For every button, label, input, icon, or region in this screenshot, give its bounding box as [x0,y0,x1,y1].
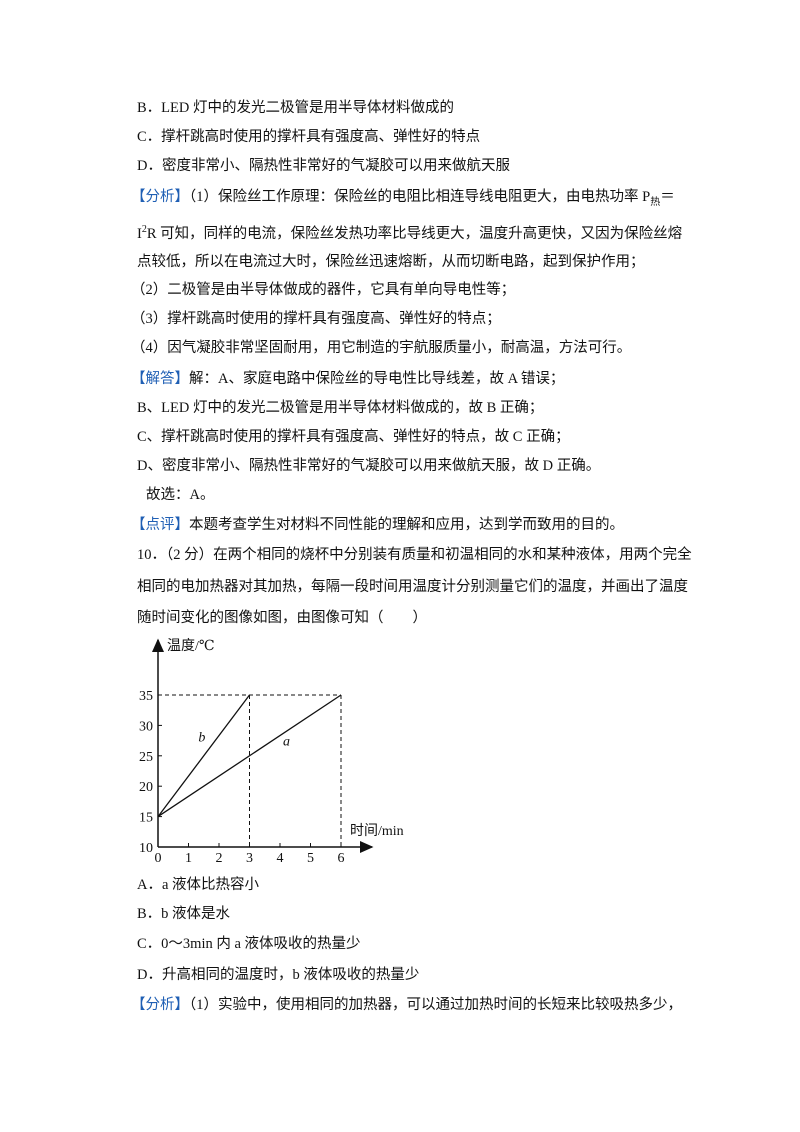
question-line: 随时间变化的图像如图，由图像可知（ ） [137,610,427,626]
answer-line: 故选：A。 [146,487,215,503]
text: ＝ [660,189,675,205]
x-tick-label: 1 [185,851,192,866]
x-tick-label: 0 [155,851,162,866]
option-line: C．撑杆跳高时使用的撑杆具有强度高、弹性好的特点 [137,129,481,145]
option-line: D．升高相同的温度时，b 液体吸收的热量少 [137,967,420,983]
text: 解：A、家庭电路中保险丝的导电性比导线差，故 A 错误； [189,371,565,387]
option-line: A．a 液体比热容小 [137,877,260,893]
subscript: 热 [650,196,661,208]
analysis-line: I2R 可知，同样的电流，保险丝发热功率比导线更大，温度升高更快，又因为保险丝熔 [137,221,682,243]
y-tick-label: 30 [139,719,153,734]
question-line: 相同的电加热器对其加热，每隔一段时间用温度计分别测量它们的温度，并画出了温度 [137,579,688,595]
option-line: B．LED 灯中的发光二极管是用半导体材料做成的 [137,100,454,116]
option-line: B．b 液体是水 [137,906,231,922]
x-tick-label: 2 [216,851,223,866]
analysis-line: 【分析】（1）实验中，使用相同的加热器，可以通过加热时间的长短来比较吸热多少， [131,996,682,1014]
series-label: a [283,735,290,750]
analysis-line: （4）因气凝胶非常坚固耐用，用它制造的宇航服质量小，耐高温，方法可行。 [131,340,632,356]
section-label: 【分析】 [131,997,189,1013]
answer-line: D、密度非常小、隔热性非常好的气凝胶可以用来做航天服，故 D 正确。 [137,458,601,474]
x-tick-label: 3 [246,851,253,866]
question-line: 10．（2 分）在两个相同的烧杯中分别装有质量和初温相同的水和某种液体，用两个完… [137,547,692,563]
comment-line: 【点评】本题考查学生对材料不同性能的理解和应用，达到学而致用的目的。 [131,516,624,534]
section-label: 【解答】 [131,371,189,387]
x-tick-label: 6 [338,851,345,866]
text: R 可知，同样的电流，保险丝发热功率比导线更大，温度升高更快，又因为保险丝熔 [146,225,683,242]
y-tick-label: 10 [139,841,153,856]
y-axis-label: 温度/℃ [167,638,215,654]
text: 本题考查学生对材料不同性能的理解和应用，达到学而致用的目的。 [189,517,624,533]
y-tick-label: 15 [139,811,153,826]
series-label: b [198,731,205,746]
text: （1）保险丝工作原理：保险丝的电阻比相连导线电阻更大，由电热功率 P [189,189,651,205]
option-line: C．0～3min 内 a 液体吸收的热量少 [137,936,361,952]
section-label: 【点评】 [131,517,189,533]
y-tick-label: 20 [139,780,153,795]
superscript: 2 [141,224,147,235]
x-axis-label: 时间/min [350,823,404,839]
answer-line: 【解答】解：A、家庭电路中保险丝的导电性比导线差，故 A 错误； [131,370,564,388]
series-line [157,694,342,818]
section-label: 【分析】 [131,189,189,205]
text: （1）实验中，使用相同的加热器，可以通过加热时间的长短来比较吸热多少， [189,997,682,1013]
option-line: D．密度非常小、隔热性非常好的气凝胶可以用来做航天服 [137,158,510,174]
y-tick-label: 35 [139,689,153,704]
y-tick-label: 25 [139,750,153,765]
text: I [137,225,142,242]
analysis-line: 点较低，所以在电流过大时，保险丝迅速熔断，从而切断电路，起到保护作用； [137,254,645,270]
series-line [157,694,251,817]
analysis-line: 【分析】（1）保险丝工作原理：保险丝的电阻比相连导线电阻更大，由电热功率 P热＝ [131,188,675,212]
x-tick-label: 4 [277,851,284,866]
x-tick-label: 5 [307,851,314,866]
answer-line: C、撑杆跳高时使用的撑杆具有强度高、弹性好的特点，故 C 正确； [137,429,570,445]
analysis-line: （2）二极管是由半导体做成的器件，它具有单向导电性等； [131,282,516,298]
answer-line: B、LED 灯中的发光二极管是用半导体材料做成的，故 B 正确； [137,400,544,416]
analysis-line: （3）撑杆跳高时使用的撑杆具有强度高、弹性好的特点； [131,311,501,327]
